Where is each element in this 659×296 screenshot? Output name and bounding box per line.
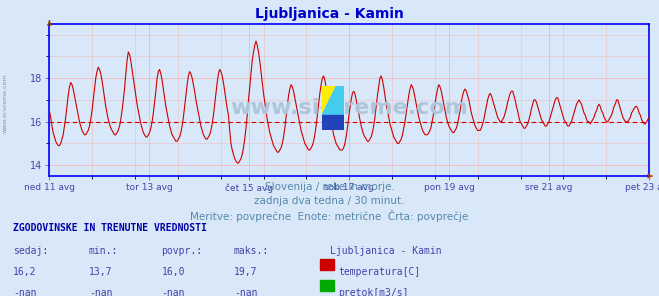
Text: sedaj:: sedaj: xyxy=(13,246,48,256)
Text: -nan: -nan xyxy=(161,288,185,296)
Text: -nan: -nan xyxy=(13,288,37,296)
Text: Slovenija / reke in morje.: Slovenija / reke in morje. xyxy=(264,182,395,192)
Text: temperatura[C]: temperatura[C] xyxy=(338,267,420,277)
Text: zadnja dva tedna / 30 minut.: zadnja dva tedna / 30 minut. xyxy=(254,196,405,206)
Polygon shape xyxy=(322,86,337,115)
Text: -nan: -nan xyxy=(89,288,113,296)
Text: povpr.:: povpr.: xyxy=(161,246,202,256)
Text: maks.:: maks.: xyxy=(234,246,269,256)
Text: pretok[m3/s]: pretok[m3/s] xyxy=(338,288,409,296)
Text: Meritve: povprečne  Enote: metrične  Črta: povprečje: Meritve: povprečne Enote: metrične Črta:… xyxy=(190,210,469,223)
Text: 13,7: 13,7 xyxy=(89,267,113,277)
Text: -nan: -nan xyxy=(234,288,258,296)
Polygon shape xyxy=(322,86,344,115)
Text: www.si-vreme.com: www.si-vreme.com xyxy=(230,97,469,118)
Polygon shape xyxy=(322,115,344,130)
Text: min.:: min.: xyxy=(89,246,119,256)
Text: 16,2: 16,2 xyxy=(13,267,37,277)
Text: 19,7: 19,7 xyxy=(234,267,258,277)
Text: ZGODOVINSKE IN TRENUTNE VREDNOSTI: ZGODOVINSKE IN TRENUTNE VREDNOSTI xyxy=(13,223,207,234)
Text: Ljubljanica - Kamin: Ljubljanica - Kamin xyxy=(330,246,441,256)
Text: Ljubljanica - Kamin: Ljubljanica - Kamin xyxy=(255,7,404,21)
Text: 16,0: 16,0 xyxy=(161,267,185,277)
Text: www.si-vreme.com: www.si-vreme.com xyxy=(3,74,8,133)
